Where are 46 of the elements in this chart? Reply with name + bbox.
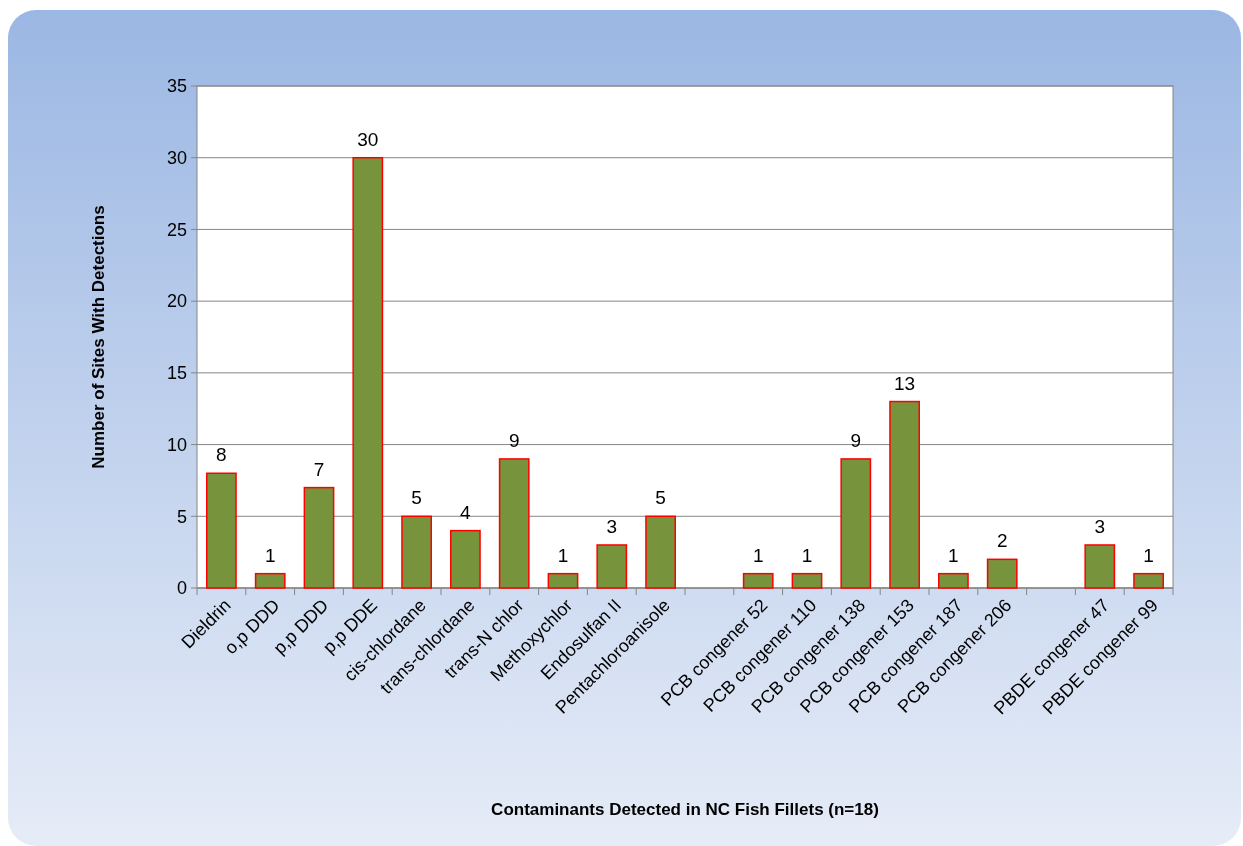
data-label: 1 <box>264 544 276 566</box>
y-tick-label: 10 <box>166 434 187 455</box>
data-label: 8 <box>216 444 227 466</box>
data-label: 4 <box>460 501 472 523</box>
data-label: 3 <box>606 515 618 537</box>
bar <box>352 156 384 589</box>
y-tick-label: 20 <box>166 291 187 312</box>
data-label: 30 <box>357 128 379 150</box>
bar <box>498 458 530 589</box>
data-label: 5 <box>655 487 666 509</box>
data-label: 1 <box>752 544 764 566</box>
data-label: 5 <box>411 487 422 509</box>
data-label: 1 <box>948 544 959 566</box>
y-tick-label: 35 <box>166 76 187 97</box>
data-label: 1 <box>801 544 813 566</box>
bar <box>1084 544 1116 589</box>
bar <box>206 472 237 589</box>
bar <box>840 458 872 589</box>
x-axis-title: Contaminants Detected in NC Fish Fillets (n=18) <box>491 800 879 819</box>
y-tick-label: 30 <box>166 148 187 169</box>
bar <box>938 572 969 589</box>
y-tick-label: 5 <box>176 506 187 527</box>
bar <box>986 558 1018 589</box>
data-label: 9 <box>508 429 520 451</box>
data-label: 1 <box>1143 544 1154 566</box>
y-tick-label: 0 <box>176 578 187 599</box>
bar <box>547 572 579 589</box>
bar <box>450 529 481 589</box>
bar <box>645 515 676 589</box>
bar <box>303 486 335 589</box>
y-tick-label: 15 <box>166 363 187 384</box>
bar <box>889 400 920 589</box>
bar <box>254 572 286 589</box>
data-label: 3 <box>1094 515 1106 537</box>
data-label: 9 <box>850 429 862 451</box>
y-tick-label: 25 <box>166 219 187 240</box>
data-label: 2 <box>996 530 1008 552</box>
y-axis-title: Number of Sites With Detections <box>89 205 108 469</box>
bar <box>401 515 432 589</box>
bar <box>596 544 628 589</box>
bar <box>791 572 823 589</box>
data-label: 1 <box>557 544 569 566</box>
bar <box>742 572 774 589</box>
data-label: 7 <box>313 458 325 480</box>
data-label: 13 <box>894 372 916 394</box>
bar <box>1133 572 1164 589</box>
